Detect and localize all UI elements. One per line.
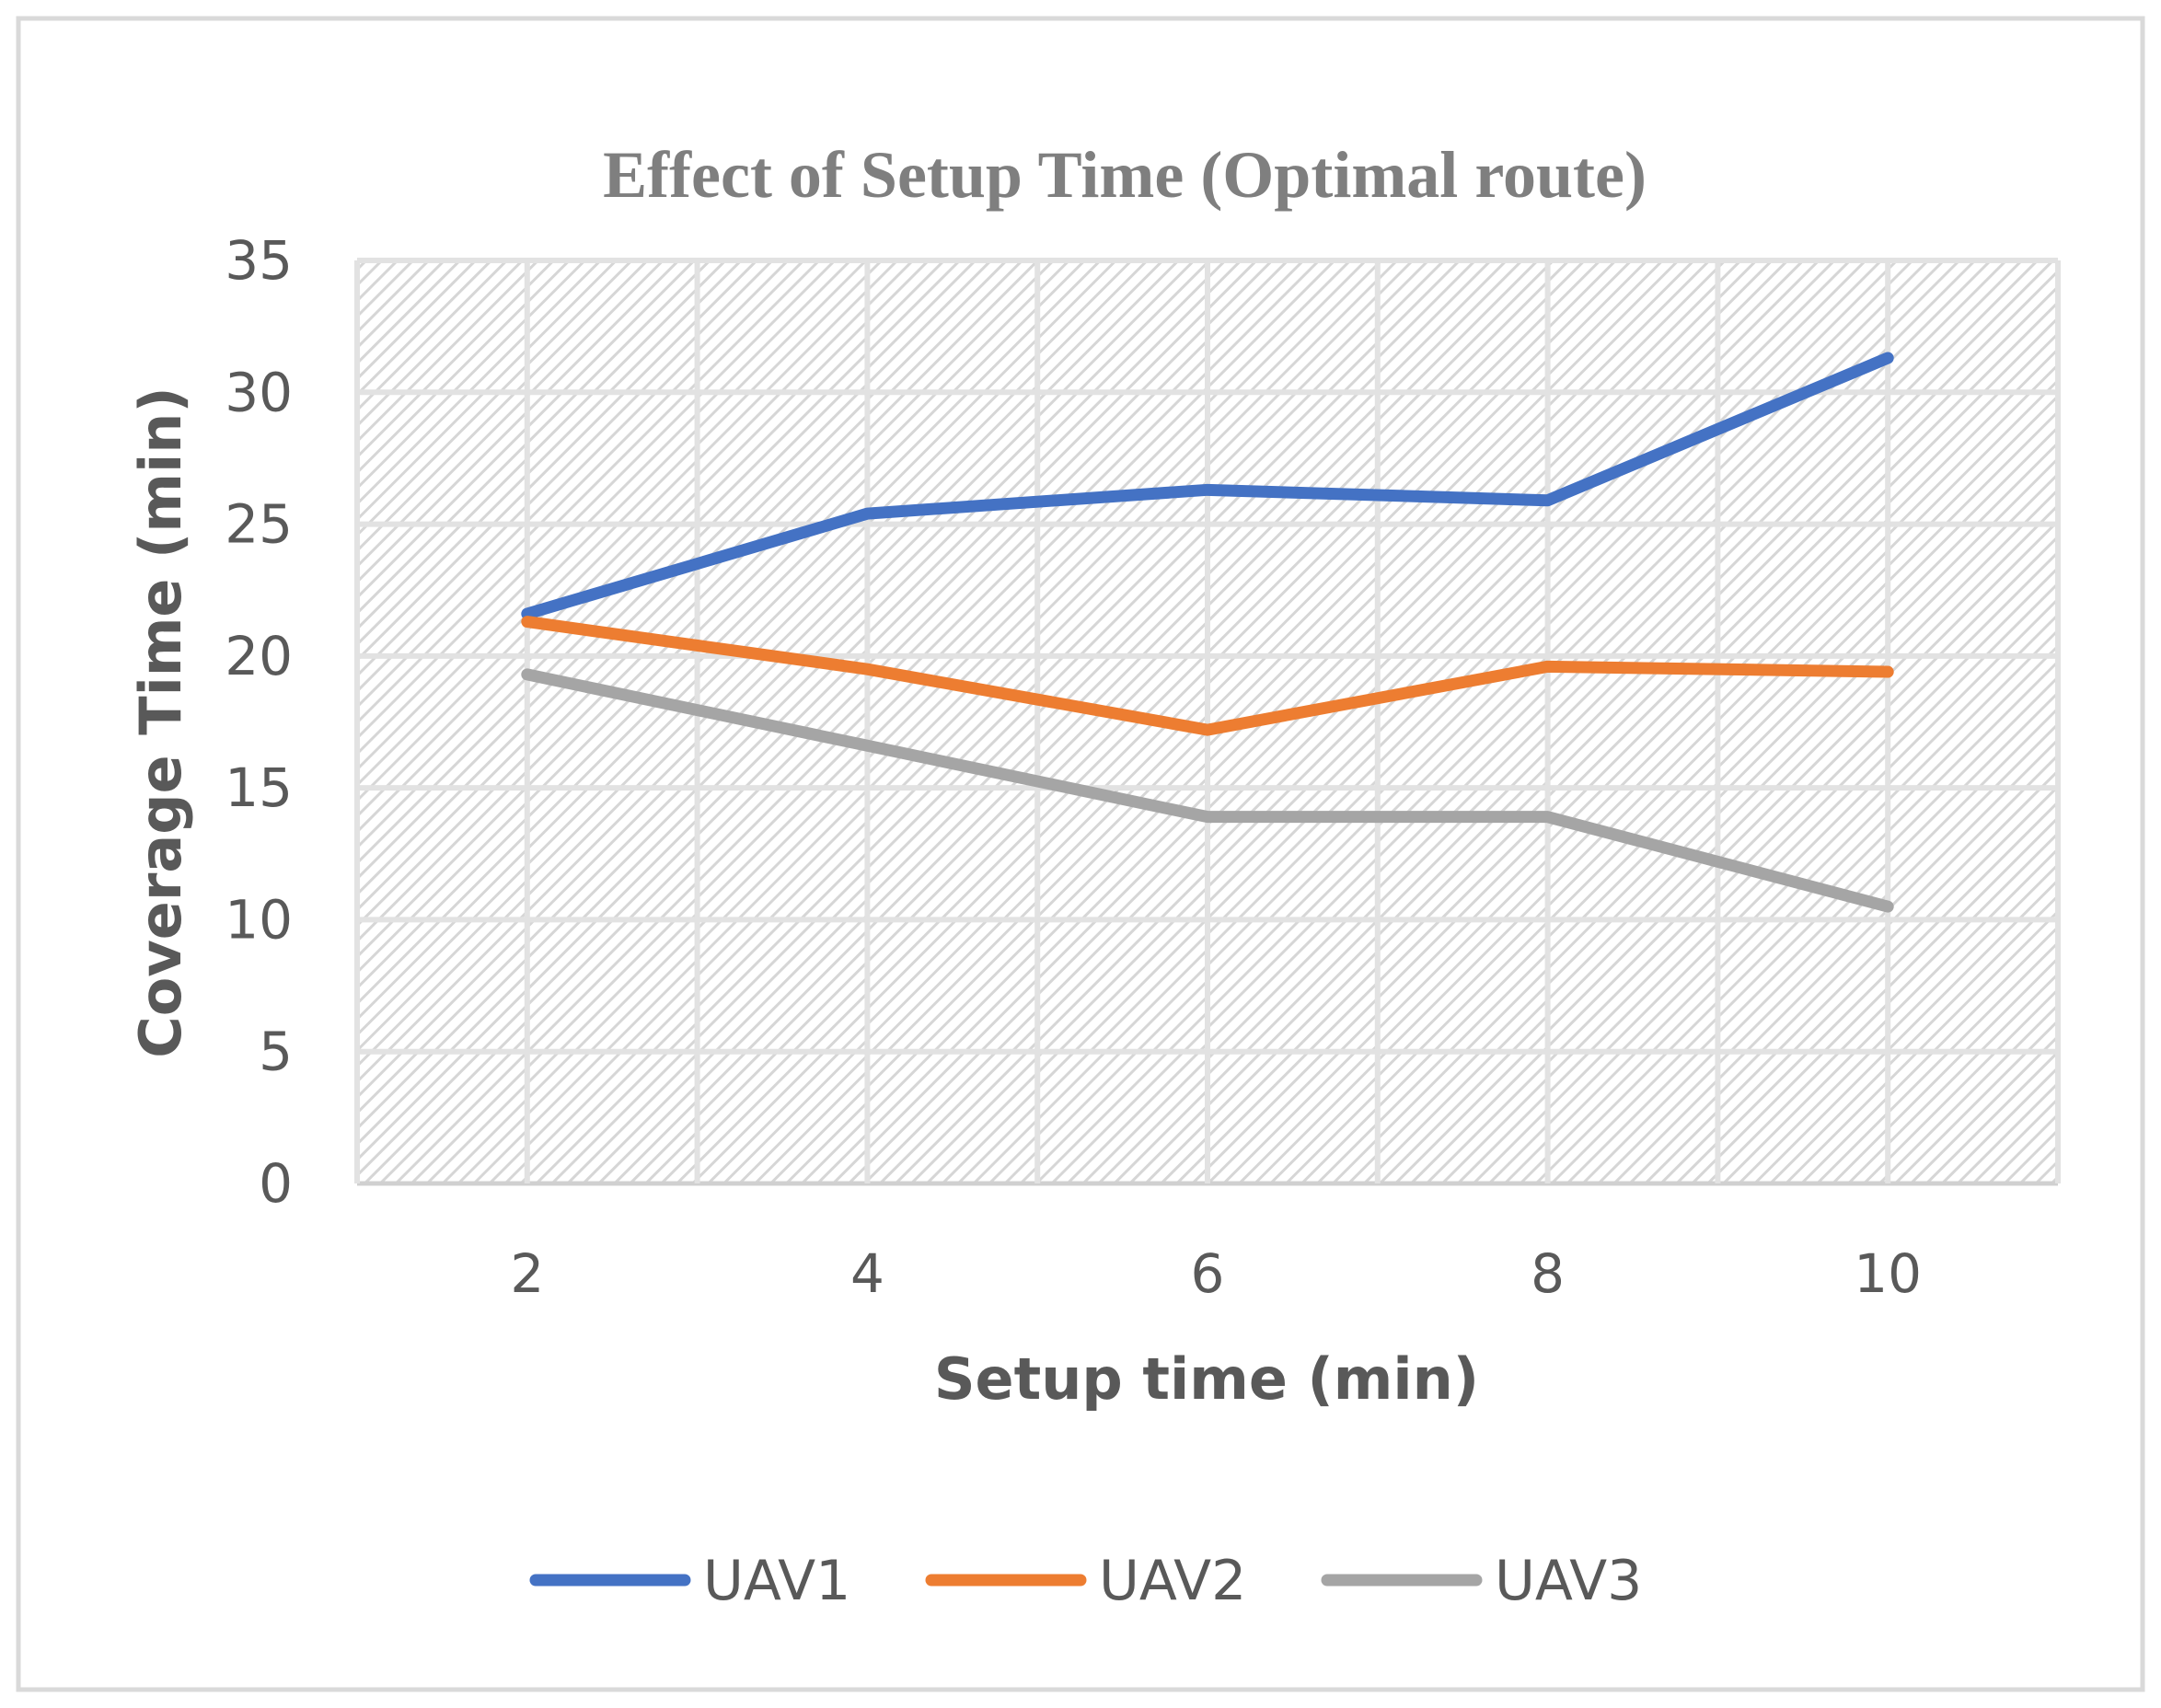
series-line-uav1: [521, 352, 1894, 620]
y-tick-label: 35: [225, 229, 293, 292]
y-tick-label: 0: [259, 1152, 293, 1215]
y-tick-label: 30: [225, 361, 293, 423]
x-tick-label: 4: [850, 1242, 884, 1305]
series-line-uav2: [521, 616, 1894, 736]
legend-label-uav3: UAV3: [1495, 1549, 1642, 1613]
legend: UAV1 UAV2 UAV3: [529, 1549, 1642, 1613]
y-tick-label: 20: [225, 625, 293, 687]
gridlines: [354, 258, 2061, 1186]
series-lines: [521, 352, 1894, 913]
x-tick-label: 2: [510, 1242, 544, 1305]
legend-label-uav1: UAV1: [703, 1549, 850, 1613]
x-tick-label: 10: [1854, 1242, 1922, 1305]
y-axis-ticks: 0 5 10 15 20 25 30 35: [225, 229, 293, 1215]
legend-label-uav2: UAV2: [1099, 1549, 1246, 1613]
y-axis-label: Coverage Time (min): [127, 387, 194, 1057]
y-tick-label: 15: [225, 756, 293, 819]
x-tick-label: 6: [1191, 1242, 1225, 1305]
x-tick-label: 8: [1531, 1242, 1565, 1305]
series-line-uav3: [521, 668, 1894, 913]
y-tick-label: 5: [259, 1021, 293, 1083]
chart-title: Effect of Setup Time (Optimal route): [603, 138, 1647, 212]
y-tick-label: 10: [225, 888, 293, 951]
x-axis-label: Setup time (min): [934, 1345, 1479, 1413]
x-axis-ticks: 2 4 6 8 10: [510, 1242, 1922, 1305]
y-tick-label: 25: [225, 493, 293, 556]
